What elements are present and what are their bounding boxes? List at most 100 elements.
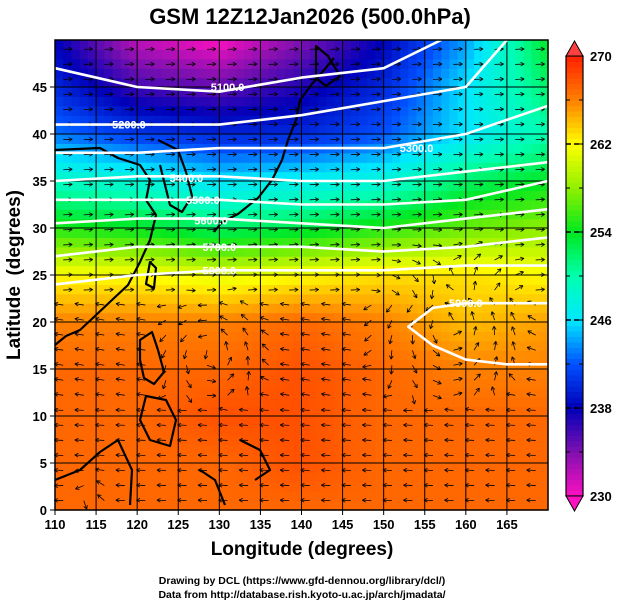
heat-cell	[465, 68, 475, 79]
heat-cell	[293, 303, 303, 314]
x-axis: 110 115 120 125 130 135 140 145 150 155 160 165	[45, 510, 518, 532]
heat-cell	[383, 68, 393, 79]
heat-cell	[96, 40, 105, 50]
colorbar-tick-label: 254	[590, 225, 612, 240]
heat-cell	[342, 331, 352, 342]
heat-cell	[482, 340, 492, 351]
heat-cell	[490, 369, 500, 379]
heat-cell	[128, 500, 138, 511]
heat-cell	[112, 303, 122, 314]
streamline-arrow-icon	[314, 287, 319, 293]
heat-cell	[317, 246, 327, 257]
streamline-arrow-icon	[376, 61, 381, 67]
colorbar-swatch	[566, 127, 583, 134]
streamline-arrow-icon	[356, 152, 360, 157]
heat-cell	[424, 331, 434, 342]
heat-cell	[55, 190, 64, 201]
streamline-arrow-icon	[75, 485, 80, 490]
heat-cell	[317, 171, 327, 182]
streamline-segment	[406, 304, 413, 313]
heat-cell	[490, 218, 500, 229]
heat-cell	[63, 284, 73, 295]
heat-cell	[531, 171, 541, 182]
heat-cell	[309, 340, 319, 351]
heat-cell	[211, 152, 220, 163]
streamline-arrow-icon	[261, 343, 267, 348]
heat-cell	[252, 500, 262, 511]
heat-cell	[178, 359, 188, 370]
streamline-arrow-icon	[232, 182, 237, 187]
heat-cell	[235, 190, 245, 201]
heat-cell	[211, 181, 220, 191]
streamline-segment	[227, 373, 235, 381]
heat-cell	[96, 378, 105, 389]
heat-cell	[87, 181, 97, 191]
heat-cell	[309, 350, 319, 361]
heat-cell	[87, 444, 97, 455]
streamline-arrow-icon	[376, 197, 381, 202]
streamline-arrow-icon	[314, 257, 319, 262]
heat-cell	[202, 322, 212, 332]
heat-cell	[474, 246, 483, 257]
streamline-arrow-icon	[197, 437, 202, 443]
heat-cell	[186, 115, 196, 126]
heat-cell	[79, 387, 89, 398]
heat-cell	[400, 378, 409, 389]
heat-cell	[219, 105, 229, 116]
heat-cell	[153, 181, 163, 191]
heat-cell	[96, 425, 105, 436]
heat-cell	[161, 218, 171, 229]
heat-cell	[424, 152, 434, 163]
heat-cell	[128, 350, 138, 361]
streamline-arrow-icon	[156, 407, 161, 413]
streamline-arrow-icon	[356, 76, 360, 82]
heat-cell	[342, 96, 352, 107]
heat-cell	[317, 312, 327, 323]
heat-cell	[515, 190, 524, 201]
heat-cell	[350, 491, 360, 502]
heat-cell	[186, 350, 196, 361]
heat-cell	[120, 425, 130, 436]
colorbar-swatch	[566, 177, 583, 183]
heat-cell	[367, 181, 377, 191]
heat-cell	[243, 162, 253, 173]
heat-cell	[457, 124, 467, 135]
streamline-arrow-icon	[444, 407, 449, 412]
streamline-arrow-icon	[171, 257, 176, 262]
heat-cell	[367, 124, 377, 135]
heat-cell	[400, 416, 409, 426]
streamline-segment	[412, 380, 418, 389]
heat-cell	[408, 152, 418, 163]
heat-cell	[211, 359, 220, 370]
heat-cell	[63, 369, 73, 379]
heat-cell	[128, 369, 138, 379]
streamline-arrow-icon	[212, 378, 217, 384]
heat-cell	[276, 181, 286, 191]
heat-cell	[120, 416, 130, 426]
heat-cell	[416, 115, 426, 126]
heat-cell	[194, 134, 204, 144]
heat-cell	[161, 303, 171, 314]
heat-cell	[301, 500, 311, 511]
heat-cell	[531, 49, 541, 60]
streamline-arrow-icon	[410, 340, 415, 345]
heat-cell	[153, 134, 163, 144]
heat-cell	[383, 87, 393, 97]
heat-cell	[79, 500, 89, 511]
heat-cell	[79, 68, 89, 79]
heat-cell	[202, 463, 212, 473]
streamline-arrow-icon	[417, 107, 422, 112]
streamline-arrow-icon	[115, 467, 120, 473]
heat-cell	[243, 387, 253, 398]
heat-cell	[170, 246, 179, 257]
heat-cell	[211, 49, 220, 60]
heat-cell	[465, 58, 475, 69]
streamline-arrow-icon	[191, 152, 196, 157]
heat-cell	[523, 49, 533, 60]
heat-cell	[227, 162, 237, 173]
heat-cell	[539, 331, 549, 342]
heat-cell	[441, 58, 450, 69]
heat-cell	[137, 369, 146, 379]
heat-cell	[96, 256, 105, 267]
heat-cell	[449, 416, 459, 426]
